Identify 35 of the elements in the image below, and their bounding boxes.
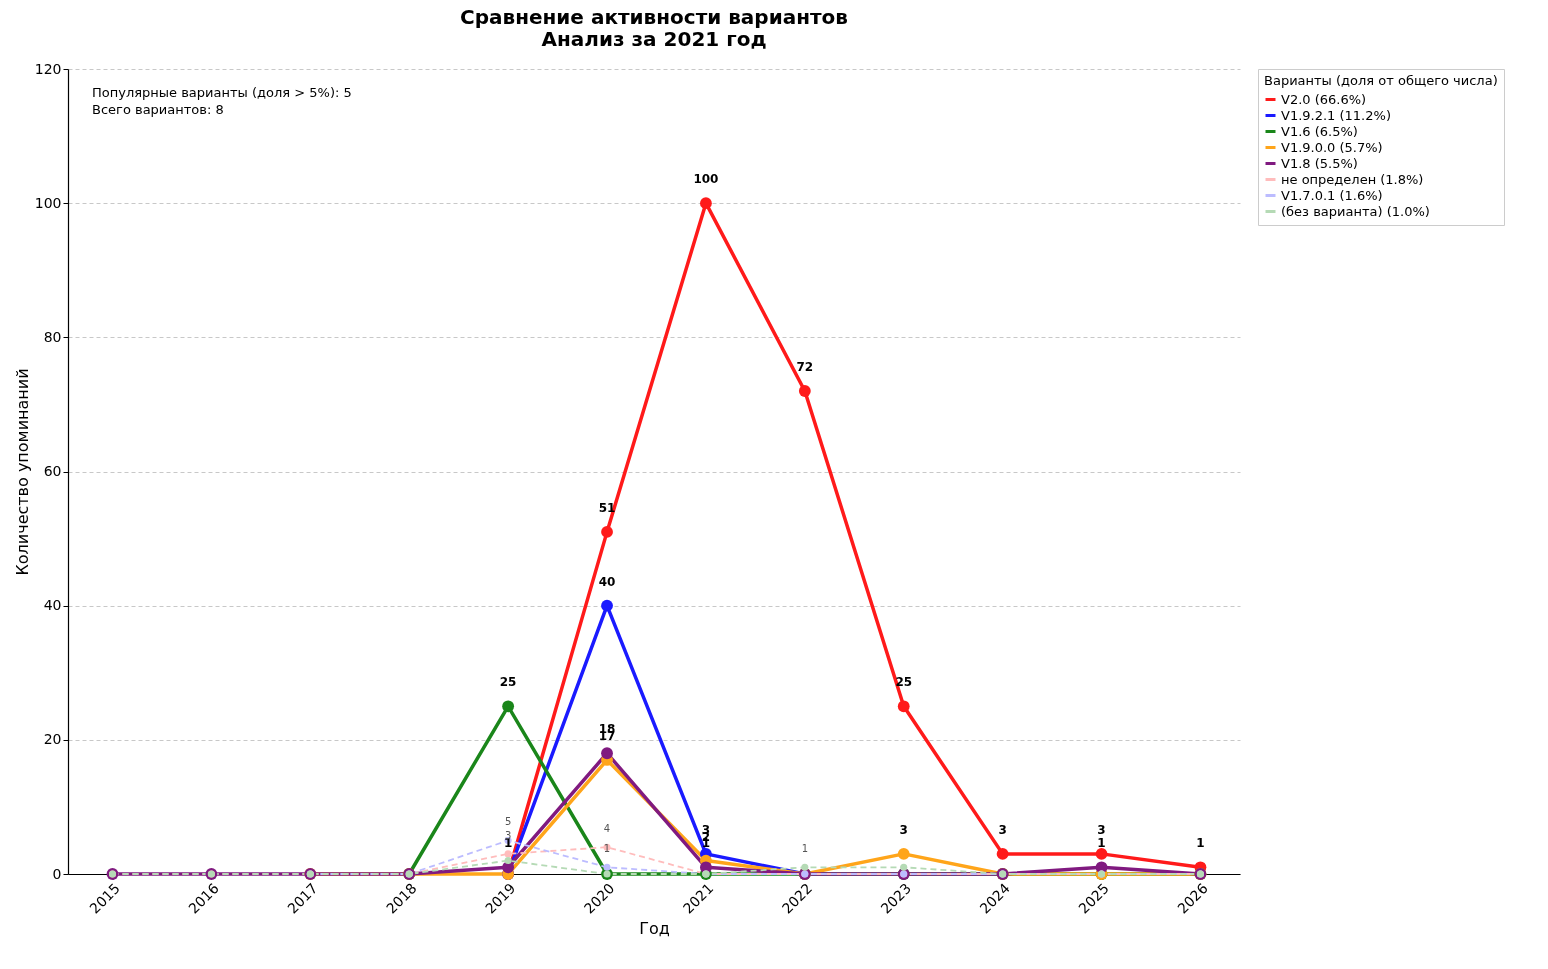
legend-label: не определен (1.8%) <box>1281 171 1424 187</box>
legend-label: V1.9.2.1 (11.2%) <box>1281 107 1391 123</box>
data-label: 25 <box>499 675 517 690</box>
data-label: 3 <box>899 822 908 837</box>
data-label: 1 <box>801 843 809 855</box>
data-label: 3 <box>1097 822 1106 837</box>
y-tick-label: 80 <box>43 328 62 345</box>
data-label: 1 <box>1196 836 1205 851</box>
annotation: Популярные варианты (доля > 5%): 5 <box>92 85 352 100</box>
x-axis-title: Год <box>639 918 670 938</box>
y-tick-label: 60 <box>43 463 62 479</box>
y-tick-label: 100 <box>34 194 62 211</box>
legend-label: V1.9.0.0 (5.7%) <box>1281 139 1383 155</box>
chart-subtitle: Анализ за 2021 год <box>541 27 767 51</box>
y-tick-label: 0 <box>52 865 62 882</box>
y-tick-label: 120 <box>34 60 62 77</box>
data-label: 3 <box>998 822 1007 837</box>
data-label: 72 <box>796 360 814 374</box>
legend-label: V2.0 (66.6%) <box>1281 91 1367 107</box>
data-label: 100 <box>693 172 719 187</box>
annotation: Всего вариантов: 8 <box>92 102 224 117</box>
legend-label: (без варианта) (1.0%) <box>1281 203 1430 219</box>
y-axis-title: Количество упоминаний <box>12 368 32 576</box>
data-label: 4 <box>603 823 611 835</box>
legend-label: V1.8 (5.5%) <box>1281 155 1358 171</box>
data-label: 5 <box>504 816 512 828</box>
legend-label: V1.7.0.1 (1.6%) <box>1281 187 1383 203</box>
legend-label: V1.6 (6.5%) <box>1281 123 1358 139</box>
y-tick-label: 20 <box>43 731 62 748</box>
data-label: 1 <box>603 843 611 855</box>
data-label: 1 <box>1097 836 1106 851</box>
data-label: 40 <box>598 574 616 589</box>
legend-title: Варианты (доля от общего числа) <box>1264 73 1498 88</box>
y-tick-label: 40 <box>43 597 62 614</box>
chart-title: Сравнение активности вариантов <box>460 5 848 29</box>
